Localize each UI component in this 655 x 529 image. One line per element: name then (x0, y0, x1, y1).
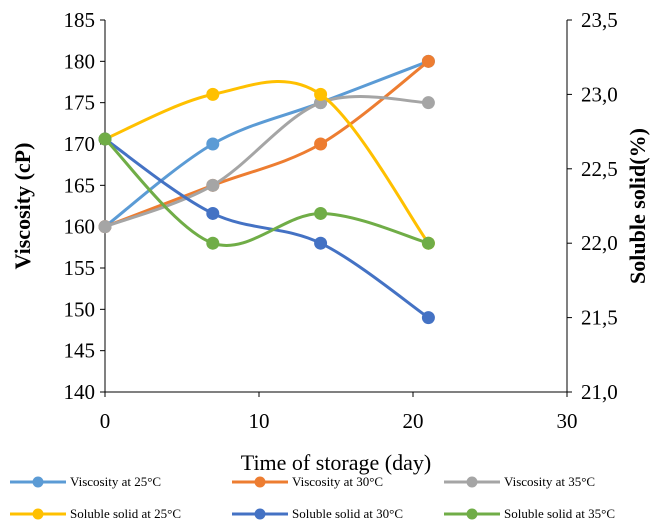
y-right-tick-label: 23,0 (581, 82, 618, 106)
axes: 140 145 150 155 160 165 170 175 180 185 21,0 21,5 22… (10, 8, 650, 475)
legend-label: Viscosity at 30°C (292, 474, 383, 489)
x-tick-label: 20 (403, 409, 424, 433)
legend-item-5: Soluble solid at 30°C (232, 506, 403, 521)
legend-item-3: Viscosity at 35°C (444, 474, 595, 489)
data-point (314, 87, 328, 101)
legend-swatch-marker (254, 476, 266, 488)
series-line (103, 80, 430, 245)
data-point (206, 236, 220, 250)
data-point (206, 87, 220, 101)
y-left-tick-label: 145 (64, 339, 96, 363)
series-line (103, 137, 430, 320)
legend: Viscosity at 25°C Viscosity at 30°C Viscos… (10, 474, 615, 521)
series-line (103, 95, 430, 229)
legend-label: Viscosity at 35°C (504, 474, 595, 489)
legend-item-4: Soluble solid at 25°C (10, 506, 181, 521)
y-right-tick-label: 21,5 (581, 306, 618, 330)
x-axis-title: Time of storage (day) (241, 450, 431, 475)
legend-swatch-marker (466, 508, 478, 520)
series-layer (98, 54, 435, 325)
data-point (206, 178, 220, 192)
legend-label: Soluble solid at 30°C (292, 506, 403, 521)
y-axis-left-title: Viscosity (cP) (10, 143, 35, 270)
legend-swatch-marker (254, 508, 266, 520)
series-6 (98, 132, 435, 250)
data-point (98, 220, 112, 234)
legend-item-1: Viscosity at 25°C (10, 474, 161, 489)
data-point (314, 206, 328, 220)
y-right-tick-label: 22,0 (581, 231, 618, 255)
series-line (103, 137, 430, 247)
legend-label: Soluble solid at 25°C (70, 506, 181, 521)
data-point (314, 137, 328, 151)
series-3 (98, 95, 435, 234)
data-point (421, 54, 435, 68)
series-4 (98, 80, 435, 250)
data-point (421, 311, 435, 325)
x-tick-label: 0 (100, 409, 111, 433)
y-right-tick-label: 23,5 (581, 8, 618, 32)
legend-swatch-marker (466, 476, 478, 488)
y-left-tick-label: 140 (64, 380, 96, 404)
legend-swatch-marker (32, 508, 44, 520)
y-left-tick-label: 180 (64, 49, 96, 73)
y-left-tick-label: 185 (64, 8, 96, 32)
legend-item-2: Viscosity at 30°C (232, 474, 383, 489)
y-left-tick-label: 165 (64, 173, 96, 197)
data-point (421, 236, 435, 250)
y-axis-right-title: Soluble solid(%) (625, 128, 650, 284)
data-point (206, 137, 220, 151)
legend-label: Viscosity at 25°C (70, 474, 161, 489)
legend-label: Soluble solid at 35°C (504, 506, 615, 521)
legend-swatch-marker (32, 476, 44, 488)
legend-item-6: Soluble solid at 35°C (444, 506, 615, 521)
data-point (314, 236, 328, 250)
series-line (103, 59, 430, 229)
y-left-tick-label: 155 (64, 256, 96, 280)
series-line (103, 59, 430, 229)
y-left-tick-label: 170 (64, 132, 96, 156)
y-left-tick-label: 175 (64, 91, 96, 115)
x-tick-label: 10 (249, 409, 270, 433)
y-left-tick-label: 150 (64, 297, 96, 321)
data-point (421, 96, 435, 110)
x-tick-label: 30 (557, 409, 578, 433)
y-right-tick-label: 22,5 (581, 157, 618, 181)
y-left-tick-label: 160 (64, 215, 96, 239)
y-right-tick-label: 21,0 (581, 380, 618, 404)
data-point (206, 206, 220, 220)
data-point (98, 132, 112, 146)
